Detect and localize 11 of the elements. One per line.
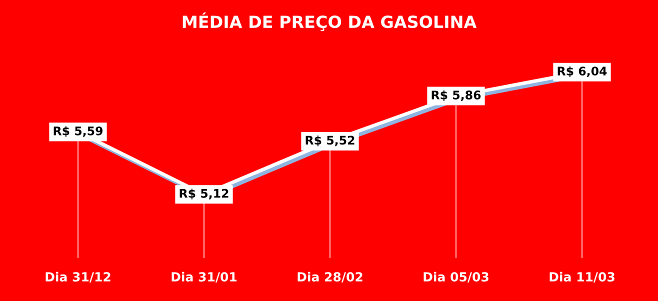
x-tick-label: Dia 28/02 bbox=[298, 272, 362, 283]
x-tick-label: Dia 31/01 bbox=[172, 272, 237, 283]
data-label: R$ 5,52 bbox=[306, 136, 354, 146]
data-label: R$ 6,04 bbox=[558, 66, 607, 78]
data-label: R$ 5,59 bbox=[54, 126, 103, 137]
x-tick-label: Dia 11/03 bbox=[550, 272, 614, 283]
x-tick-label: Dia 05/03 bbox=[424, 272, 488, 283]
data-label: R$ 5,12 bbox=[180, 188, 228, 200]
data-label: R$ 5,86 bbox=[432, 90, 481, 102]
x-tick-label: Dia 31/12 bbox=[46, 272, 110, 283]
chart-title: MÉDIA DE PREÇO DA GASOLINA bbox=[182, 12, 477, 32]
